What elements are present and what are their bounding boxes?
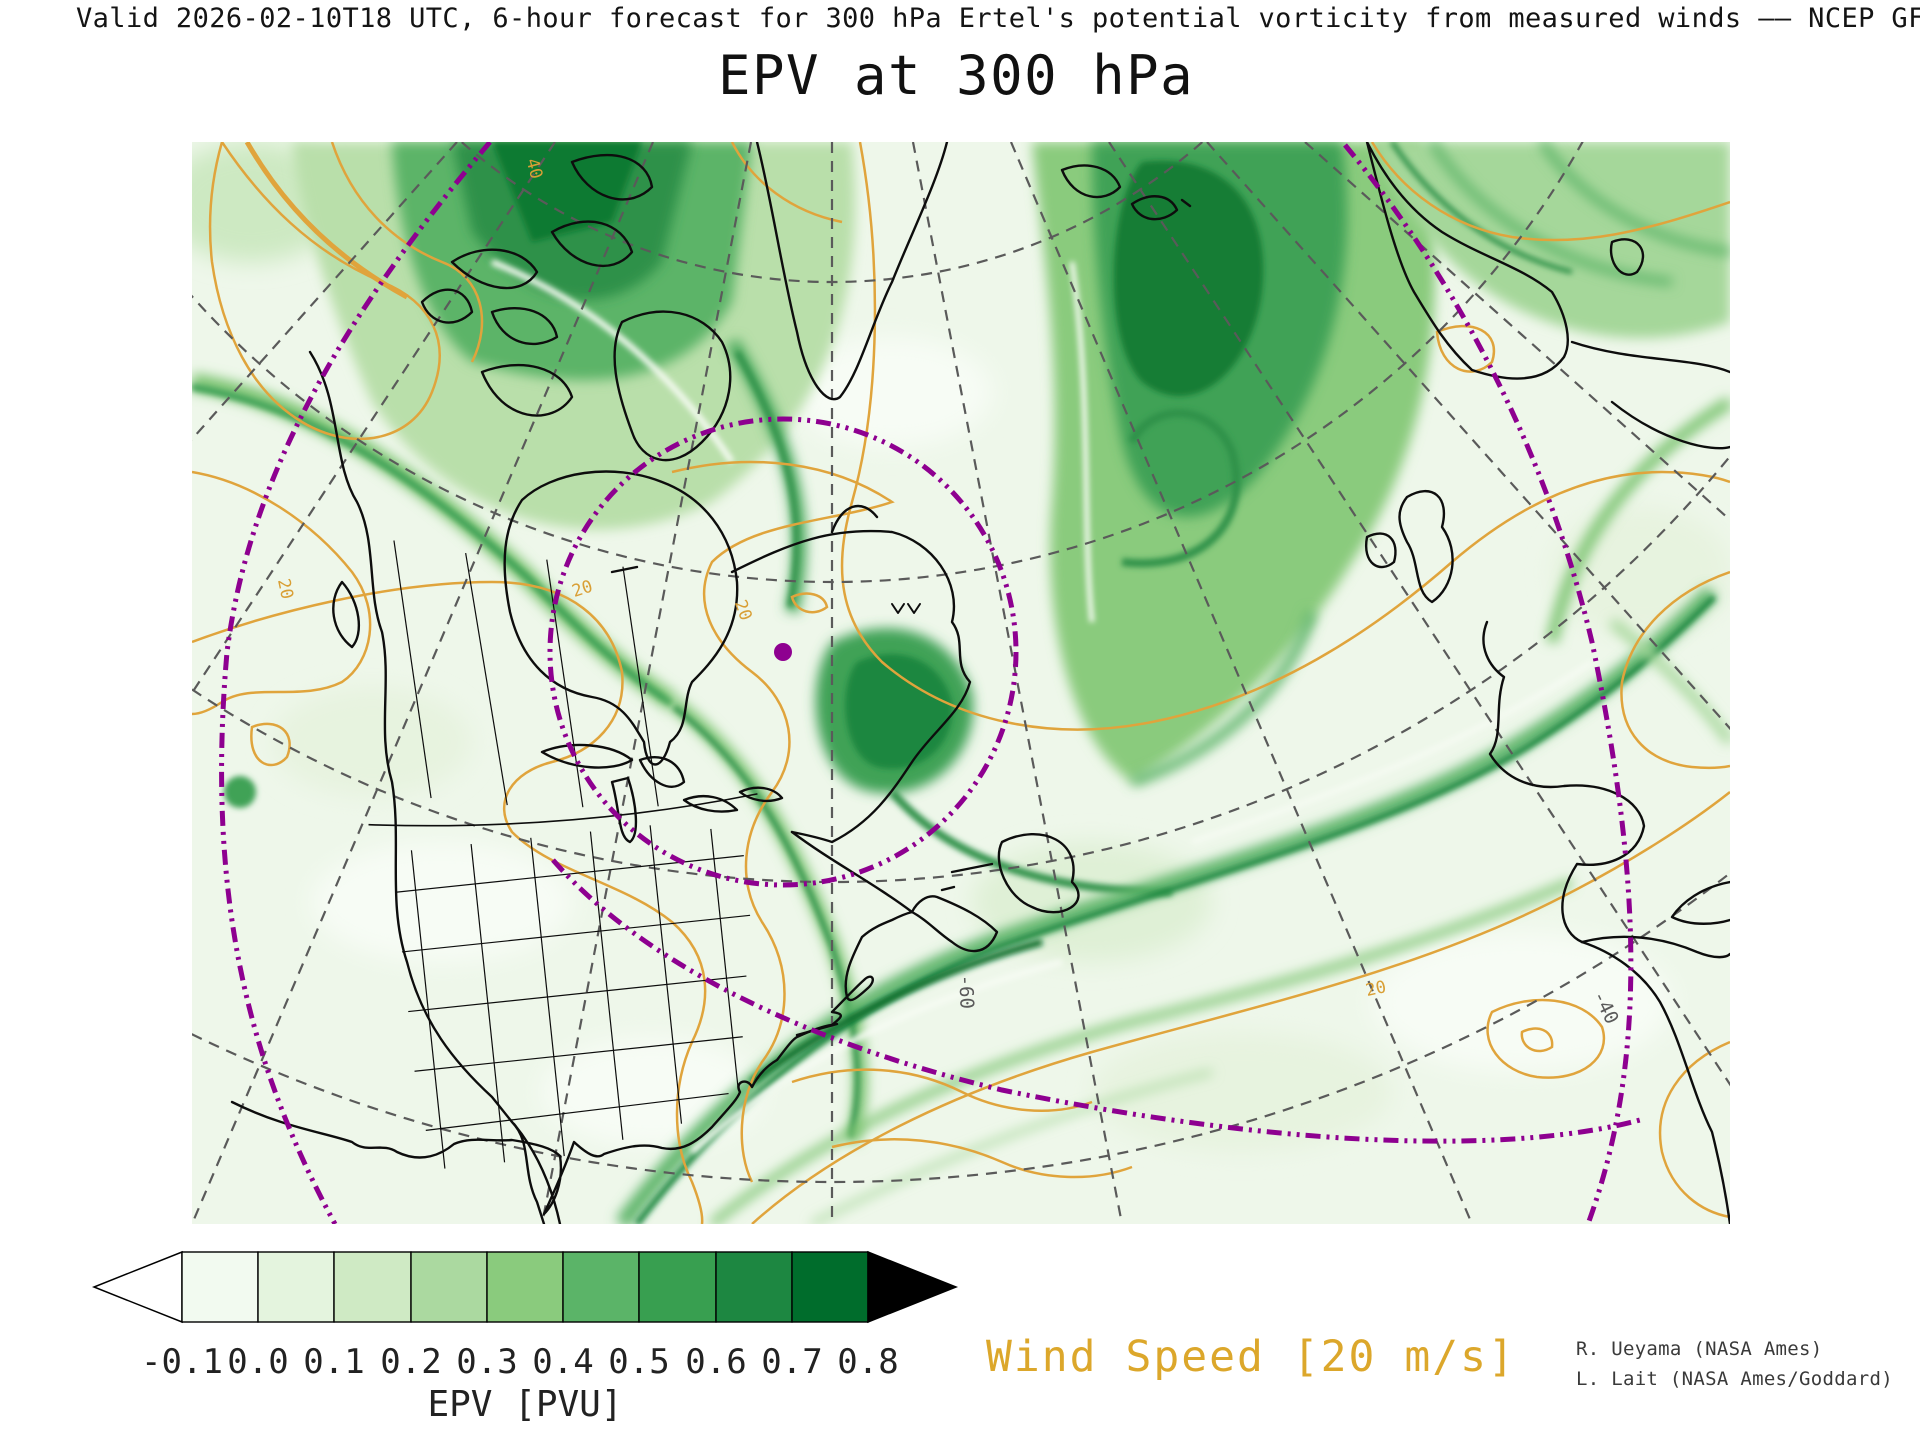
colorbar-cell	[181, 1251, 259, 1323]
colorbar-tick: 0.0	[227, 1342, 288, 1382]
colorbar-tick: 0.8	[837, 1342, 898, 1382]
outer-ring-right-arc	[1343, 143, 1634, 1224]
wind-speed-legend: Wind Speed [20 m/s]	[986, 1332, 1516, 1382]
contour-label: 20	[273, 577, 297, 601]
colorbar-cells	[181, 1251, 869, 1323]
lower-range-arc	[551, 858, 1641, 1144]
colorbar-tick: -0.1	[141, 1342, 223, 1382]
colorbar-cell	[486, 1251, 564, 1323]
colorbar-cell	[638, 1251, 717, 1323]
range-rings-layer	[219, 142, 1641, 1224]
colorbar-cell	[715, 1251, 793, 1323]
coastlines-layer	[230, 142, 1730, 1224]
epv-map-svg: -60 -40	[192, 142, 1730, 1224]
colorbar-over-arrow	[867, 1250, 959, 1324]
credit-line-1: R. Ueyama (NASA Ames)	[1576, 1338, 1823, 1360]
colorbar-tick-labels: -0.1 0.0 0.1 0.2 0.3 0.4 0.5 0.6 0.7 0.8	[141, 1342, 899, 1382]
colorbar-cell	[410, 1251, 488, 1323]
colorbar-under-arrow	[91, 1250, 183, 1324]
epv-colorbar: -0.1 0.0 0.1 0.2 0.3 0.4 0.5 0.6 0.7 0.8…	[91, 1250, 959, 1425]
colorbar-tick: 0.7	[761, 1342, 822, 1382]
colorbar-cell	[333, 1251, 412, 1323]
colorbar-cell	[257, 1251, 335, 1323]
contour-label: 20	[1364, 977, 1388, 1001]
station-dot	[774, 643, 792, 661]
colorbar-unit-label: EPV [PVU]	[427, 1384, 622, 1425]
credits-block: R. Ueyama (NASA Ames) L. Lait (NASA Ames…	[1576, 1334, 1893, 1394]
wind-speed-legend-label: Wind Speed [20 m/s]	[986, 1332, 1516, 1382]
colorbar-tick: 0.1	[303, 1342, 364, 1382]
colorbar-tick: 0.4	[532, 1342, 593, 1382]
colorbar-tick: 0.6	[685, 1342, 746, 1382]
colorbar-cell	[791, 1251, 869, 1323]
page-title: EPV at 300 hPa	[718, 44, 1195, 107]
credit-line-2: L. Lait (NASA Ames/Goddard)	[1576, 1368, 1893, 1390]
colorbar-tick: 0.3	[456, 1342, 517, 1382]
colorbar-tick: 0.2	[380, 1342, 441, 1382]
valid-time-header: Valid 2026-02-10T18 UTC, 6-hour forecast…	[76, 3, 1920, 34]
state-borders-layer	[368, 540, 758, 1169]
inner-range-ring	[547, 416, 1019, 888]
colorbar-cell	[562, 1251, 640, 1323]
colorbar-tick: 0.5	[608, 1342, 669, 1382]
graticule-layer	[192, 142, 1730, 1224]
graticule-label-60w: -60	[954, 974, 977, 1009]
map-plot-area: -60 -40	[192, 142, 1730, 1224]
